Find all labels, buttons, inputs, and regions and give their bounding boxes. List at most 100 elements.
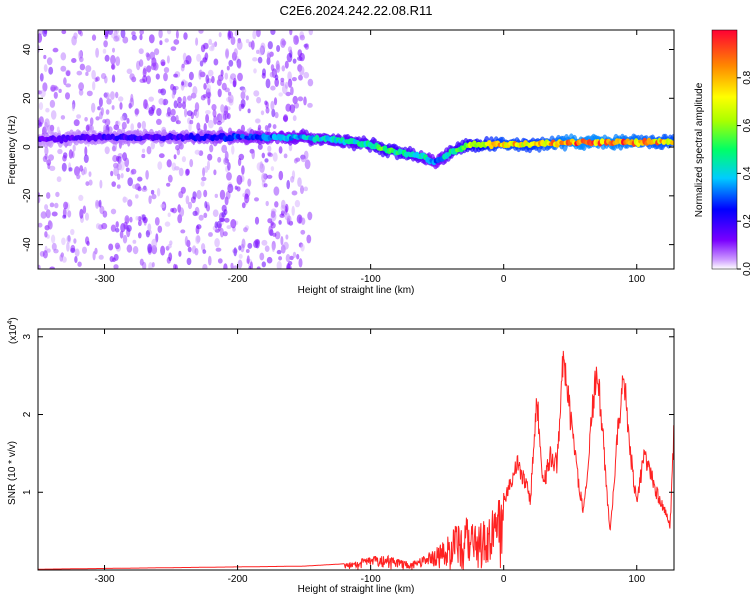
spectrogram-x-tick-label: -200 <box>228 274 248 285</box>
spectrogram-noise-cell <box>40 211 47 219</box>
spectrogram-noise-cell <box>141 187 148 192</box>
spectrogram-noise-cell <box>174 264 178 269</box>
spectrogram-noise-cell <box>300 217 306 225</box>
spectrogram-noise-cell <box>139 258 144 266</box>
spectrogram-noise-cell <box>283 153 288 159</box>
spectrogram-noise-cell <box>204 165 209 173</box>
spectrogram-noise-cell <box>303 186 308 192</box>
spectrogram-noise-cell <box>202 249 207 254</box>
spectrogram-noise-cell <box>287 46 293 53</box>
spectrogram-noise-cell <box>261 261 266 268</box>
spectrogram-noise-cell <box>61 237 66 246</box>
spectrogram-noise-cell <box>131 168 137 175</box>
spectrogram-noise-cell <box>230 262 234 269</box>
spectrogram-noise-cell <box>166 182 171 187</box>
spectrogram-noise-cell <box>286 264 292 269</box>
spectrogram-x-tick-label: -100 <box>361 274 381 285</box>
spectrogram-noise-cell <box>46 57 53 66</box>
spectrogram-noise-cell <box>254 216 260 225</box>
spectrogram-y-ticks: -40 -20 0 20 40 <box>22 44 674 252</box>
spectrogram-noise-cell <box>115 221 119 228</box>
spectrogram-y-tick-label: -20 <box>22 188 33 203</box>
spectrogram-noise-cell <box>215 247 222 252</box>
spectrogram-noise-cell <box>208 232 213 237</box>
spectrogram-noise-cell <box>47 124 52 135</box>
spectrogram-noise-cell <box>71 58 77 63</box>
spectrogram-noise-cell <box>292 95 298 105</box>
spectrogram-noise-cell <box>233 77 237 88</box>
spectrogram-noise-cell <box>115 91 119 99</box>
spectrogram-noise-cell <box>187 201 193 210</box>
spectrogram-noise-cell <box>76 114 82 119</box>
spectrogram-noise-cell <box>194 108 200 119</box>
spectrogram-noise-cell <box>71 35 77 46</box>
spectrogram-noise-cell <box>221 204 227 212</box>
spectrogram-noise-cell <box>104 146 110 155</box>
spectrogram-noise-cell <box>219 227 224 238</box>
spectrogram-noise-cell <box>265 101 269 109</box>
spectrogram-noise-cell <box>119 160 125 171</box>
spectrogram-noise-cell <box>212 109 217 118</box>
spectrogram-noise-cell <box>130 93 134 103</box>
spectrogram-noise-cell <box>78 194 84 201</box>
spectrogram-noise-cell <box>113 264 119 269</box>
spectrogram-noise-cell <box>53 248 59 254</box>
spectrogram-noise-cell <box>129 73 135 81</box>
spectrogram-noise-cell <box>203 83 207 90</box>
spectrogram-noise-cell <box>148 195 152 205</box>
spectrogram-noise-cell <box>273 186 280 196</box>
spectrogram-noise-cell <box>157 225 163 233</box>
spectrogram-noise-cell <box>260 110 265 116</box>
spectrogram-noise-cell <box>71 103 75 112</box>
spectrogram-noise-cell <box>194 248 199 256</box>
spectrogram-noise-cell <box>247 108 251 114</box>
spectrogram-noise-cell <box>68 149 73 159</box>
spectrogram-noise-cell <box>173 100 178 109</box>
spectrogram-noise-cell <box>138 220 142 227</box>
spectrogram-noise-cell <box>77 261 82 267</box>
spectrogram-noise-cell <box>238 245 242 251</box>
spectrogram-noise-cell <box>58 88 62 93</box>
spectrogram-noise-cell <box>124 157 130 168</box>
snr-series-line <box>38 350 674 570</box>
spectrogram-noise-cell <box>270 210 276 218</box>
spectrogram-noise-cell <box>274 78 280 87</box>
snr-multiplier-text: (x104) <box>7 317 19 344</box>
spectrogram-noise-cell <box>261 239 268 246</box>
spectrogram-noise-cell <box>285 234 289 240</box>
spectrogram-noise-cell <box>187 246 192 253</box>
spectrogram-noise-cell <box>112 47 115 53</box>
spectrogram-noise-cell <box>114 242 120 250</box>
snr-y-tick-label: 2 <box>22 411 33 417</box>
spectrogram-noise-cell <box>83 166 87 175</box>
spectrogram-noise-cell <box>76 173 81 179</box>
spectrogram-noise-cell <box>146 75 151 85</box>
spectrogram-noise-cell <box>137 176 143 182</box>
spectrogram-noise-cell <box>62 214 67 219</box>
spectrogram-noise-cell <box>101 222 108 230</box>
spectrogram-x-tick-label: -300 <box>95 274 115 285</box>
spectrogram-noise-cell <box>186 110 193 117</box>
colorbar-label: Normalized spectral amplitude <box>694 82 705 217</box>
colorbar-tick-label: 0.8 <box>742 70 750 84</box>
spectrogram-noise-cell <box>159 40 163 46</box>
spectrogram-noise-cell <box>167 107 171 117</box>
spectrogram-noise-cell <box>192 86 198 96</box>
spectrogram-noise-cell <box>257 143 263 150</box>
spectrogram-noise-cell <box>56 126 60 134</box>
spectrogram-noise-cell <box>59 254 63 262</box>
spectrogram-noise-cell <box>216 78 222 86</box>
spectrogram-noise-cell <box>89 117 94 126</box>
spectrogram-noise-cell <box>264 158 269 163</box>
spectrogram-noise-cell <box>167 30 172 35</box>
spectrogram-noise-cell <box>107 30 114 36</box>
spectrogram-noise-cell <box>108 243 114 251</box>
spectrogram-noise-cell <box>145 230 150 238</box>
spectrogram-noise-cell <box>141 148 146 153</box>
spectrogram-noise-cell <box>134 108 140 115</box>
spectrogram-noise-cell <box>291 190 298 196</box>
spectrogram-noise-cell <box>171 162 177 171</box>
spectrogram-noise-cell <box>208 38 213 46</box>
spectrogram-noise-cell <box>200 94 206 101</box>
spectrogram-noise-cell <box>256 96 262 104</box>
